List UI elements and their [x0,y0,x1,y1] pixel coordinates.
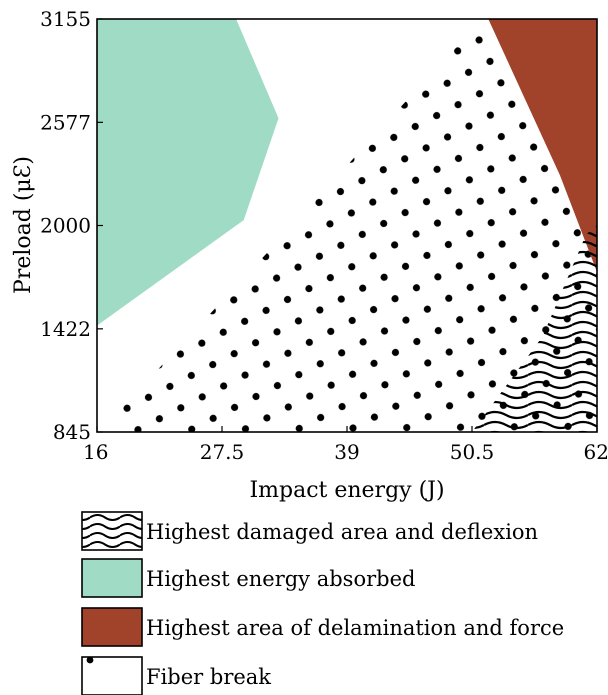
legend-item-highest-area-of-delamination-and-force: Highest area of delamination and force [81,607,564,647]
region-fiber-break [107,19,597,432]
y-tick-label: 1422 [40,317,91,341]
legend-label: Highest energy absorbed [146,567,415,591]
legend-swatch [81,607,143,647]
region-highest-area-of-delamination-and-force [488,19,597,272]
legend-label: Highest area of delamination and force [146,616,564,640]
x-tick-label: 50.5 [450,440,495,464]
legend-swatch [81,511,143,551]
y-tick-label: 2577 [40,110,91,134]
legend-label: Fiber break [146,665,271,689]
x-tick-label: 16 [83,440,108,464]
legend-swatch [81,558,143,598]
region-highest-damaged-area-and-deflexion [472,225,597,432]
y-axis-ticks: 845 1422 2000 2577 3155 [40,7,103,444]
legend-item-highest-damaged-area-and-deflexion: Highest damaged area and deflexion [81,511,538,551]
x-axis-ticks: 16 27.5 39 50.5 62 [83,426,608,464]
region-highest-energy-absorbed [97,19,279,326]
plot-regions [97,19,597,432]
x-axis-label: Impact energy (J) [249,478,444,503]
legend-swatch [81,656,143,695]
legend-item-highest-energy-absorbed: Highest energy absorbed [81,558,415,598]
x-tick-label: 39 [334,440,359,464]
y-tick-label: 3155 [40,7,91,31]
legend-label: Highest damaged area and deflexion [146,520,538,544]
y-axis-label: Preload (μƐ) [11,156,36,294]
y-tick-label: 845 [53,420,91,444]
x-tick-label: 62 [584,440,608,464]
legend: Highest damaged area and deflexion Highes… [81,511,564,695]
y-tick-label: 2000 [40,214,91,238]
legend-item-fiber-break: Fiber break [81,656,271,695]
x-tick-label: 27.5 [200,440,245,464]
